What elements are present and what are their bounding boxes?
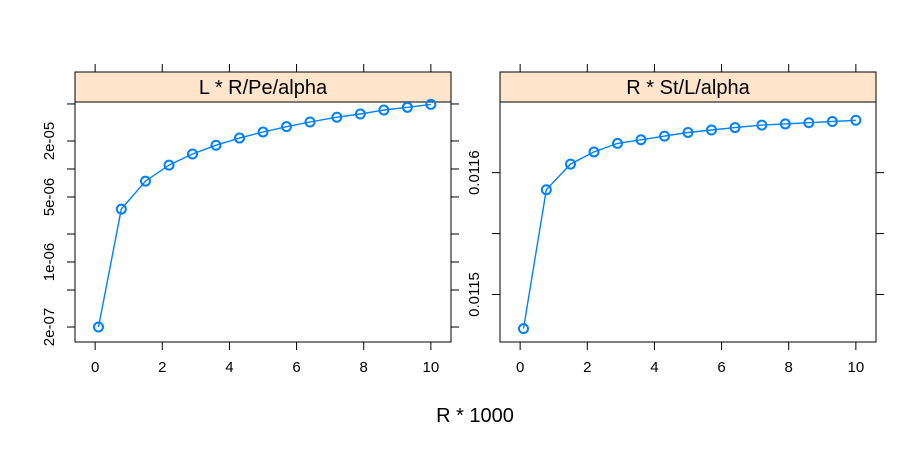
panel-left-data-point: [281, 121, 292, 133]
panel-left-data-point: [93, 321, 104, 333]
panel-left-strip: [74, 71, 452, 103]
panel-right-data-point: [612, 137, 623, 149]
panel-left-data-point: [234, 132, 245, 144]
panel-left-data-point: [163, 159, 175, 171]
x-axis-label: R * 1000: [436, 405, 514, 427]
panel-left-y-tick-label: 2e-07: [41, 308, 58, 346]
panel-left-y-tick-label: 2e-05: [41, 122, 58, 160]
panel-right-strip: [499, 71, 877, 103]
panel-right-data-point: [826, 115, 838, 127]
panel-right-plot-frame: [499, 101, 877, 343]
panel-right-data-point: [756, 119, 768, 131]
panel-left-data-point: [257, 126, 269, 138]
panel-right-data-point: [588, 146, 600, 158]
panel-right-y-tick-label: 0.0115: [466, 272, 483, 317]
panel-right-data-point: [850, 114, 862, 126]
panel-left-y-tick-label: 5e-06: [41, 178, 58, 216]
panel-right-y-tick-label: 0.0116: [466, 150, 483, 195]
panel-right-strip-title: R * St/L/alpha: [626, 77, 750, 99]
panel-left-data-point: [354, 108, 366, 120]
panel-left-data-point: [425, 98, 437, 110]
panel-left-strip-title: L * R/Pe/alpha: [199, 77, 328, 99]
panel-right-x-tick-label: 0: [516, 359, 524, 376]
panel-left-plot-frame: [74, 101, 452, 343]
panel-left: L * R/Pe/alpha 0 2 4 6 8 10 2e-07 1e-06 5e-06 2e-…: [41, 64, 459, 376]
panel-left-data-point: [115, 203, 127, 215]
panel-right-data-point: [635, 134, 647, 146]
panel-left-x-tick-label: 8: [360, 359, 368, 376]
panel-right-data-point: [540, 184, 552, 196]
panel-left-data-point: [210, 139, 222, 151]
panel-left-x-tick-label: 10: [423, 359, 440, 376]
panel-right-x-tick-label: 2: [583, 359, 591, 376]
panel-left-x-tick-label: 0: [91, 359, 99, 376]
panel-right-x-tick-label: 4: [650, 359, 658, 376]
panel-left-x-tick-label: 6: [292, 359, 300, 376]
panel-left-data-point: [187, 148, 198, 160]
panel-right-x-tick-label: 8: [785, 359, 793, 376]
panel-right-data-point: [682, 126, 694, 138]
panel-right-data-point: [779, 118, 791, 130]
panel-left-x-tick-label: 2: [158, 359, 166, 376]
panel-right-data-point: [659, 130, 670, 142]
panel-right-data-point: [565, 158, 576, 170]
panel-left-data-point: [378, 104, 390, 116]
panel-right-data-point: [518, 323, 529, 335]
panel-left-y-tick-label: 1e-06: [41, 243, 58, 281]
panel-right: R * St/L/alpha 0 2 4 6 8 10 0.0115 0.0116: [466, 64, 884, 376]
panel-left-data-point: [140, 175, 151, 187]
panel-left-data-point: [331, 111, 343, 123]
panel-left-marks: 0 2 4 6 8 10 2e-07 1e-06 5e-06 2e-05: [41, 64, 459, 376]
panel-right-x-tick-label: 6: [717, 359, 725, 376]
panel-right-data-point: [729, 122, 741, 134]
panel-right-marks: 0 2 4 6 8 10 0.0115 0.0116: [466, 64, 884, 376]
panel-right-series-line: [522, 119, 856, 329]
panel-left-series-line: [97, 103, 431, 328]
panel-left-data-point: [401, 101, 413, 113]
panel-right-data-point: [706, 124, 717, 136]
panel-left-data-point: [304, 116, 316, 128]
panel-left-x-tick-label: 4: [225, 359, 233, 376]
panel-right-x-tick-label: 10: [848, 359, 865, 376]
panel-right-data-point: [803, 117, 815, 129]
